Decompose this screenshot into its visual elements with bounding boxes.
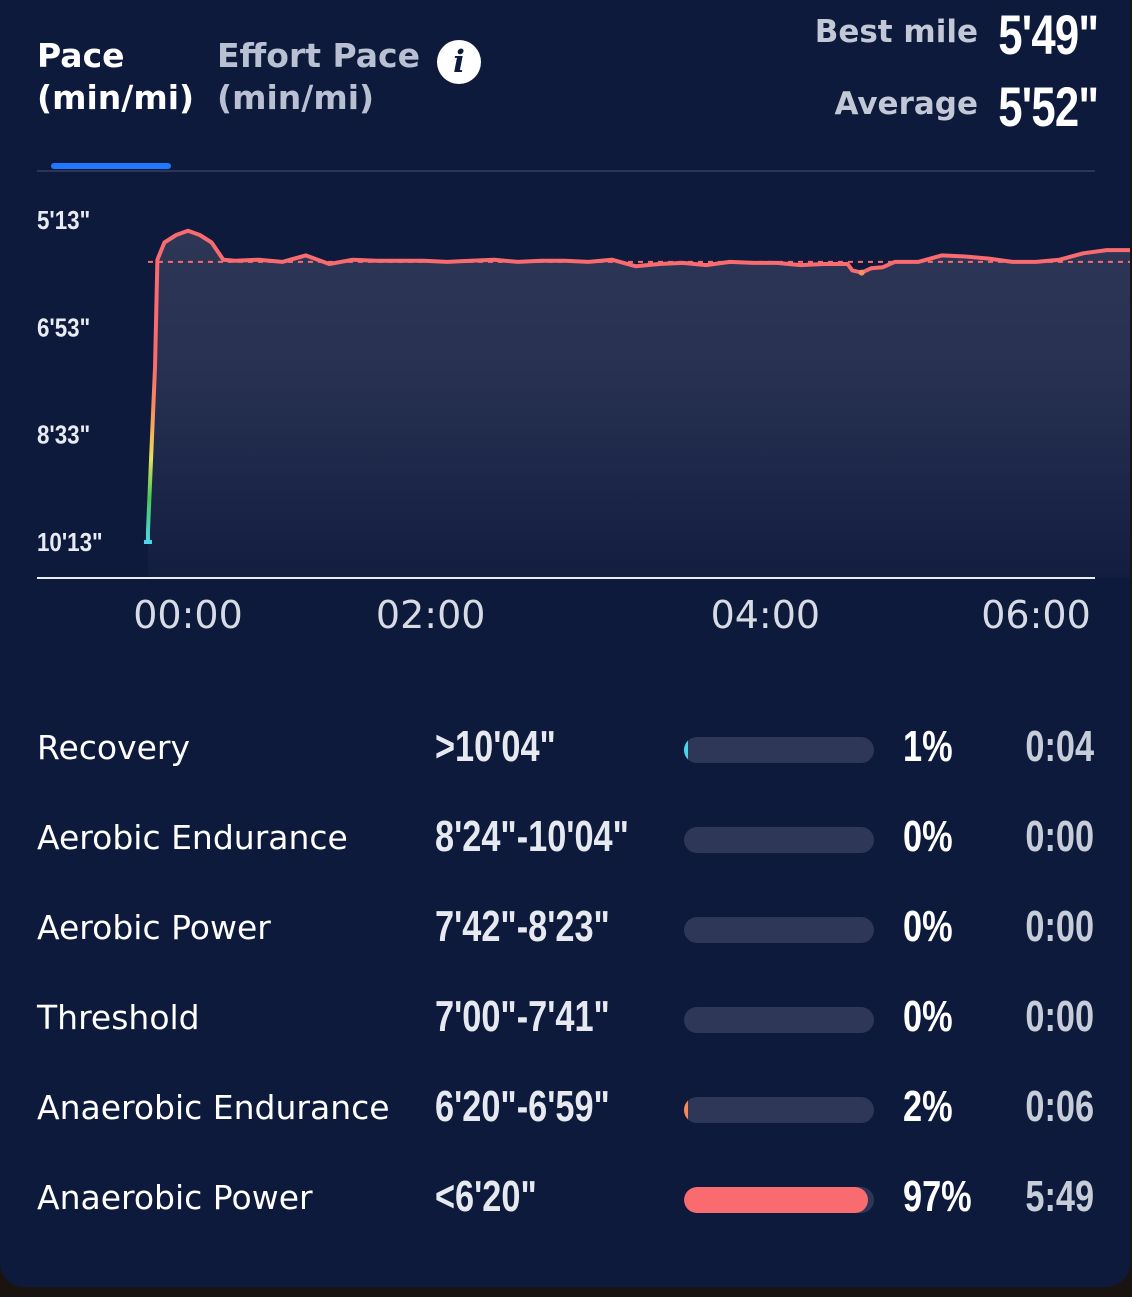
zone-duration: 5:49 <box>1025 1172 1094 1221</box>
tab-effort-pace[interactable]: Effort Pace (min/mi) <box>217 35 420 119</box>
zone-row: Anaerobic Endurance 6'20"-6'59" 2% 0:06 <box>0 1080 1130 1140</box>
pace-line <box>153 228 1130 370</box>
zone-name: Aerobic Endurance <box>37 818 348 857</box>
zone-percent: 97% <box>903 1172 972 1221</box>
zone-pace-range: 6'20"-6'59" <box>435 1082 610 1131</box>
zone-bar-track <box>684 1187 874 1213</box>
tab-effort-pace-unit: (min/mi) <box>217 78 375 117</box>
zone-bar-fill <box>684 737 688 763</box>
y-tick-label: 5'13" <box>37 206 90 235</box>
zone-duration: 0:00 <box>1025 902 1094 951</box>
y-tick-label: 8'33" <box>37 421 90 450</box>
tab-pace-unit: (min/mi) <box>37 78 195 117</box>
zone-percent: 0% <box>903 992 953 1041</box>
zone-pace-range: 8'24"-10'04" <box>435 812 629 861</box>
zone-bar-track <box>684 1097 874 1123</box>
zone-row: Aerobic Power 7'42"-8'23" 0% 0:00 <box>0 900 1130 960</box>
zone-name: Threshold <box>37 998 200 1037</box>
zone-bar-track <box>684 917 874 943</box>
zone-name: Anaerobic Endurance <box>37 1088 390 1127</box>
active-tab-indicator <box>51 163 171 169</box>
zone-percent: 0% <box>903 812 953 861</box>
zone-percent: 1% <box>903 722 953 771</box>
zone-pace-range: 7'42"-8'23" <box>435 902 610 951</box>
info-icon[interactable]: i <box>437 40 481 84</box>
pace-line-start-cap <box>143 540 152 544</box>
x-tick-label: 00:00 <box>133 593 243 637</box>
zone-duration: 0:00 <box>1025 812 1094 861</box>
tab-pace-title: Pace <box>37 36 125 75</box>
best-mile-value: 5'49" <box>997 3 1099 66</box>
zone-name: Aerobic Power <box>37 908 271 947</box>
zone-row: Recovery >10'04" 1% 0:04 <box>0 720 1130 780</box>
best-mile-label: Best mile <box>814 14 978 50</box>
tab-pace[interactable]: Pace (min/mi) <box>37 35 194 119</box>
tab-effort-pace-title: Effort Pace <box>217 36 420 75</box>
zone-row: Anaerobic Power <6'20" 97% 5:49 <box>0 1170 1130 1230</box>
pace-chart: 5'13" 6'53" 8'33" 10'13" 00:00 02:00 04:00 06:0… <box>37 206 1130 637</box>
pace-area-fill <box>147 230 1130 578</box>
zone-percent: 2% <box>903 1082 953 1131</box>
zone-bar-fill <box>684 1097 688 1123</box>
zone-pace-range: 7'00"-7'41" <box>435 992 610 1041</box>
zone-bar-track <box>684 1007 874 1033</box>
zone-bar-fill <box>684 1187 869 1213</box>
x-tick-label: 02:00 <box>376 593 486 637</box>
zone-name: Anaerobic Power <box>37 1178 313 1217</box>
zone-duration: 0:04 <box>1025 722 1094 771</box>
y-tick-label: 6'53" <box>37 314 90 343</box>
zone-pace-range: >10'04" <box>435 722 556 771</box>
zone-pace-range: <6'20" <box>435 1172 537 1221</box>
zone-bar-track <box>684 827 874 853</box>
average-pace-value: 5'52" <box>997 75 1099 138</box>
x-tick-label: 04:00 <box>711 593 821 637</box>
zone-row: Threshold 7'00"-7'41" 0% 0:00 <box>0 990 1130 1050</box>
zone-bar-track <box>684 737 874 763</box>
y-tick-label: 10'13" <box>37 528 103 557</box>
zone-duration: 0:06 <box>1025 1082 1094 1131</box>
zone-row: Aerobic Endurance 8'24"-10'04" 0% 0:00 <box>0 810 1130 870</box>
zone-percent: 0% <box>903 902 953 951</box>
pace-line-start <box>145 365 158 544</box>
average-pace-label: Average <box>834 86 978 122</box>
zone-name: Recovery <box>37 728 191 767</box>
zone-duration: 0:00 <box>1025 992 1094 1041</box>
tabs-divider <box>37 170 1095 172</box>
pace-dip-point <box>858 269 865 276</box>
x-tick-label: 06:00 <box>981 593 1091 637</box>
